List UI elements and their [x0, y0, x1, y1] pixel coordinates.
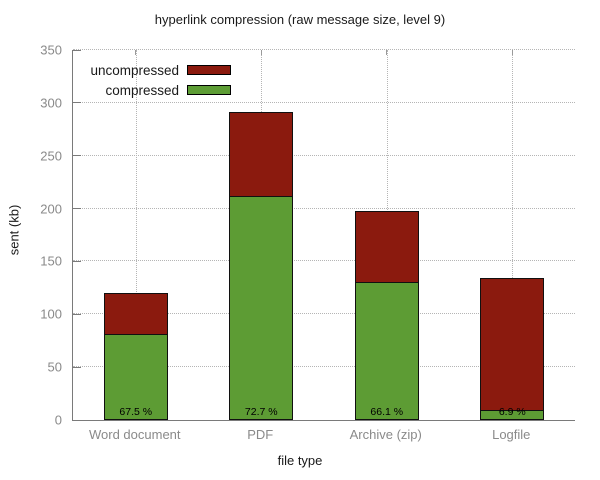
plot-area: uncompressed compressed 67.5 % 72.7 % 66.1… [72, 49, 575, 421]
bar-compressed-2 [354, 281, 419, 420]
x-tick-label-0: Word document [88, 427, 181, 442]
bar-percent-label-3: 6.9 % [498, 406, 526, 418]
y-tick-label-200: 200 [40, 201, 62, 217]
x-axis-tick-labels: Word document PDF Archive (zip) Logfile [72, 427, 574, 447]
top-tick-mark-2 [386, 50, 388, 55]
bar-group-3: 6.9 % [480, 50, 545, 420]
bar-group-0: 67.5 % [103, 50, 168, 420]
legend-swatch-compressed [187, 85, 231, 95]
x-tick-label-1: PDF [247, 427, 274, 442]
bar-percent-label-0: 67.5 % [119, 406, 153, 418]
bar-uncompressed-3 [480, 278, 545, 420]
top-tick-mark-3 [511, 50, 513, 55]
bar-compressed-0 [103, 334, 168, 420]
legend-swatch-uncompressed [187, 65, 231, 75]
chart-title: hyperlink compression (raw message size,… [154, 12, 446, 27]
x-tick-label-3: Logfile [492, 427, 531, 442]
gridline-y-150 [73, 260, 575, 262]
bar-compressed-1 [229, 196, 294, 420]
bar-group-1: 72.7 % [229, 50, 294, 420]
gridline-y-100 [73, 313, 575, 315]
bar-compressed-3 [480, 410, 545, 420]
gridline-x-3 [512, 50, 514, 420]
gridline-y-350 [73, 49, 575, 50]
gridline-y-50 [73, 366, 575, 368]
legend-label-compressed: compressed [105, 82, 179, 98]
y-tick-label-300: 300 [40, 95, 62, 111]
gridline-x-0 [135, 50, 137, 420]
y-tick-mark-100 [73, 313, 81, 315]
legend-label-uncompressed: uncompressed [90, 62, 179, 78]
y-tick-label-50: 50 [47, 359, 62, 375]
y-axis-tick-labels: 0 50 100 150 200 250 300 350 [0, 43, 62, 428]
gridline-y-200 [73, 207, 575, 209]
y-tick-mark-0 [73, 419, 81, 421]
bar-percent-label-2: 66.1 % [370, 406, 404, 418]
legend-item-uncompressed: uncompressed [65, 60, 231, 80]
y-tick-mark-200 [73, 208, 81, 210]
bar-percent-label-1: 72.7 % [244, 406, 278, 418]
top-tick-mark-0 [135, 50, 137, 55]
y-tick-label-350: 350 [40, 42, 62, 58]
y-tick-label-100: 100 [40, 306, 62, 322]
x-tick-label-2: Archive (zip) [349, 427, 422, 442]
y-tick-mark-350 [73, 49, 81, 51]
bar-group-2: 66.1 % [354, 50, 419, 420]
y-tick-label-0: 0 [54, 412, 62, 428]
legend-item-compressed: compressed [65, 80, 231, 100]
y-tick-mark-50 [73, 366, 81, 368]
y-tick-label-250: 250 [40, 148, 62, 164]
y-tick-mark-150 [73, 260, 81, 262]
y-tick-mark-300 [73, 102, 81, 104]
gridline-y-300 [73, 101, 575, 103]
top-tick-mark-1 [260, 50, 262, 55]
y-tick-mark-250 [73, 155, 81, 157]
x-axis-title: file type [277, 453, 323, 468]
y-tick-label-150: 150 [40, 253, 62, 269]
legend: uncompressed compressed [65, 60, 231, 100]
gridline-y-250 [73, 154, 575, 156]
